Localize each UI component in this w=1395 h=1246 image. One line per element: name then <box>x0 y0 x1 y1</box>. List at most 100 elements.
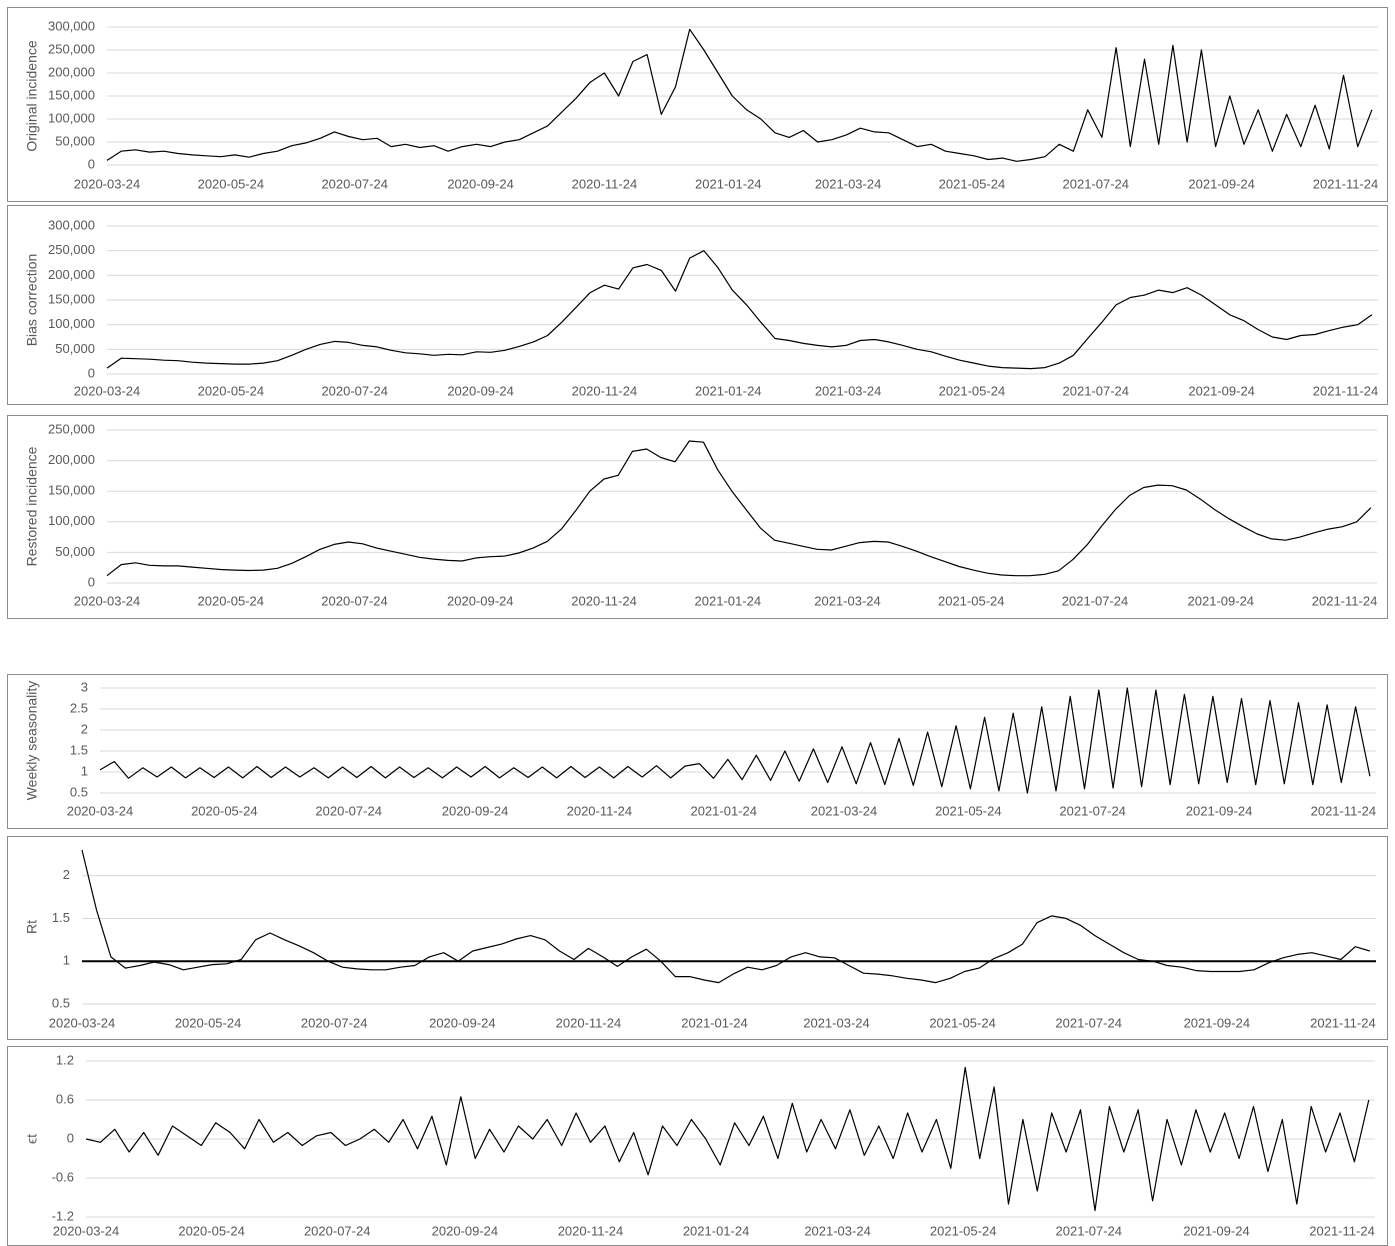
x-tick-label: 2020-11-24 <box>567 803 633 818</box>
y-axis-label: ϵt <box>24 1134 40 1144</box>
y-tick-label: 250,000 <box>48 421 95 436</box>
x-tick-label: 2020-07-24 <box>301 1015 368 1030</box>
y-tick-label: 1 <box>81 763 88 778</box>
x-tick-label: 2021-09-24 <box>1188 176 1255 191</box>
y-tick-label: 50,000 <box>55 341 95 356</box>
x-tick-label: 2021-09-24 <box>1183 1223 1250 1238</box>
x-tick-label: 2021-07-24 <box>1063 176 1130 191</box>
x-tick-label: 2021-11-24 <box>1311 803 1377 818</box>
y-tick-label: 150,000 <box>48 291 95 306</box>
y-tick-label: 200,000 <box>48 64 95 79</box>
y-tick-label: 2.5 <box>70 700 88 715</box>
x-tick-label: 2020-07-24 <box>315 803 382 818</box>
x-tick-label: 2020-03-24 <box>74 176 141 191</box>
panel-frame <box>7 674 1388 829</box>
y-axis-label: Original incidence <box>24 40 40 151</box>
y-tick-label: 200,000 <box>48 267 95 282</box>
x-tick-label: 2020-05-24 <box>175 1015 242 1030</box>
x-tick-label: 2021-05-24 <box>939 176 1006 191</box>
x-tick-label: 2021-07-24 <box>1056 1223 1123 1238</box>
x-tick-label: 2020-05-24 <box>178 1223 245 1238</box>
x-tick-label: 2021-05-24 <box>938 593 1005 608</box>
x-tick-label: 2020-09-24 <box>447 176 514 191</box>
data-line <box>106 28 1373 162</box>
data-line <box>106 250 1373 370</box>
y-axis-label: Bias correction <box>24 254 40 347</box>
x-tick-label: 2020-05-24 <box>198 383 265 398</box>
x-tick-label: 2020-09-24 <box>429 1015 496 1030</box>
y-tick-label: 100,000 <box>48 316 95 331</box>
y-tick-label: 2 <box>63 867 70 882</box>
x-tick-label: 2021-01-24 <box>695 593 762 608</box>
x-tick-label: 2020-03-24 <box>74 383 141 398</box>
y-tick-label: 50,000 <box>55 133 95 148</box>
x-tick-label: 2020-07-24 <box>321 176 388 191</box>
x-tick-label: 2021-09-24 <box>1186 803 1253 818</box>
y-tick-label: 0 <box>67 1130 74 1145</box>
x-tick-label: 2021-03-24 <box>815 176 882 191</box>
x-tick-label: 2020-09-24 <box>447 593 514 608</box>
y-tick-label: 100,000 <box>48 513 95 528</box>
y-tick-label: 2 <box>81 721 88 736</box>
y-tick-label: 300,000 <box>48 217 95 232</box>
data-line <box>81 849 1370 984</box>
y-tick-label: 300,000 <box>48 18 95 33</box>
y-axis-label: Restored incidence <box>24 446 40 566</box>
y-tick-label: 250,000 <box>48 41 95 56</box>
x-tick-label: 2021-09-24 <box>1184 1015 1251 1030</box>
x-tick-label: 2020-03-24 <box>67 803 134 818</box>
x-tick-label: 2021-03-24 <box>815 383 882 398</box>
x-tick-label: 2020-07-24 <box>304 1223 371 1238</box>
x-tick-label: 2020-11-24 <box>572 383 638 398</box>
x-tick-label: 2021-09-24 <box>1188 383 1255 398</box>
x-tick-label: 2020-05-24 <box>198 593 265 608</box>
data-line <box>106 440 1372 577</box>
data-line <box>85 1066 1370 1212</box>
x-tick-label: 2020-09-24 <box>442 803 509 818</box>
x-tick-label: 2020-11-24 <box>558 1223 624 1238</box>
x-tick-label: 2021-11-24 <box>1312 593 1378 608</box>
panel-frame <box>7 1046 1388 1246</box>
y-tick-label: 100,000 <box>48 110 95 125</box>
x-tick-label: 2021-01-24 <box>695 176 762 191</box>
y-tick-label: 0.5 <box>52 995 70 1010</box>
x-tick-label: 2020-05-24 <box>191 803 258 818</box>
y-tick-label: 3 <box>81 679 88 694</box>
y-tick-label: 150,000 <box>48 87 95 102</box>
x-tick-label: 2021-05-24 <box>935 803 1002 818</box>
x-tick-label: 2021-07-24 <box>1055 1015 1122 1030</box>
panel-frame <box>7 205 1388 405</box>
x-tick-label: 2021-07-24 <box>1062 593 1129 608</box>
x-tick-label: 2020-03-24 <box>49 1015 116 1030</box>
x-tick-label: 2021-03-24 <box>814 593 881 608</box>
x-tick-label: 2021-07-24 <box>1059 803 1126 818</box>
x-tick-label: 2021-01-24 <box>681 1015 748 1030</box>
x-tick-label: 2020-05-24 <box>198 176 265 191</box>
x-tick-label: 2020-07-24 <box>321 383 388 398</box>
x-tick-label: 2020-11-24 <box>572 176 638 191</box>
y-tick-label: 0.5 <box>70 784 88 799</box>
x-tick-label: 2021-01-24 <box>695 383 762 398</box>
x-tick-label: 2020-09-24 <box>432 1223 499 1238</box>
y-tick-label: 0 <box>88 156 95 171</box>
x-tick-label: 2020-03-24 <box>74 593 141 608</box>
x-tick-label: 2020-11-24 <box>571 593 637 608</box>
x-tick-label: 2021-03-24 <box>811 803 878 818</box>
y-tick-label: 0 <box>88 365 95 380</box>
y-tick-label: 0 <box>88 574 95 589</box>
x-tick-label: 2021-05-24 <box>930 1223 997 1238</box>
y-tick-label: -1.2 <box>52 1208 74 1223</box>
x-tick-label: 2020-11-24 <box>556 1015 622 1030</box>
x-tick-label: 2020-03-24 <box>53 1223 120 1238</box>
y-tick-label: -0.6 <box>52 1169 74 1184</box>
y-tick-label: 200,000 <box>48 452 95 467</box>
y-tick-label: 0.6 <box>56 1091 74 1106</box>
y-tick-label: 150,000 <box>48 483 95 498</box>
y-tick-label: 50,000 <box>55 544 95 559</box>
x-tick-label: 2021-03-24 <box>803 1015 870 1030</box>
y-tick-label: 1 <box>63 953 70 968</box>
x-tick-label: 2021-05-24 <box>929 1015 996 1030</box>
x-tick-label: 2021-03-24 <box>804 1223 871 1238</box>
panel-frame <box>7 836 1388 1040</box>
x-tick-label: 2021-11-24 <box>1310 1015 1376 1030</box>
